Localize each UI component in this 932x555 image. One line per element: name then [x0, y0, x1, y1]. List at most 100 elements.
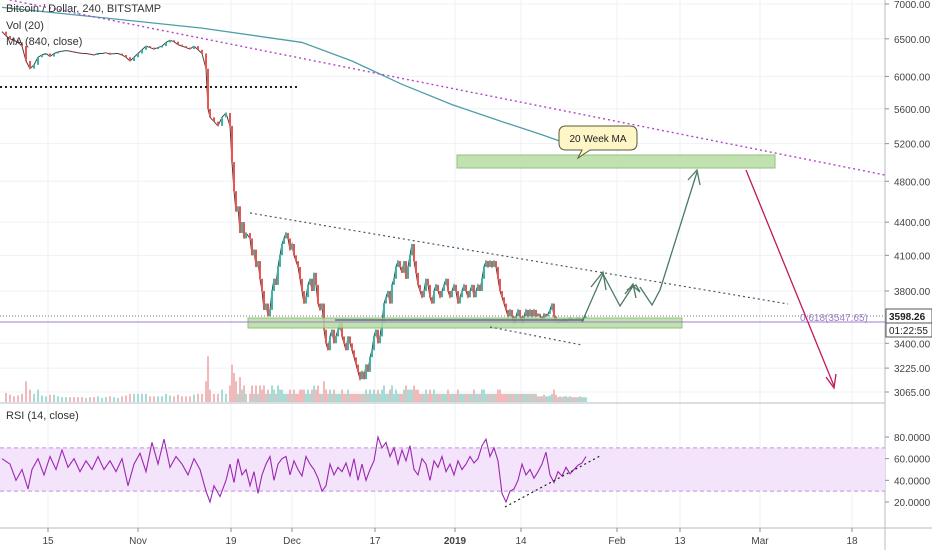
volume-bar: [363, 393, 365, 402]
volume-bar: [289, 389, 291, 402]
volume-indicator-label: Vol (20): [6, 20, 44, 32]
time-tick-label: 18: [846, 536, 858, 547]
volume-bar: [493, 393, 495, 402]
volume-bar: [69, 397, 71, 402]
volume-bar: [361, 393, 363, 402]
volume-bar: [157, 396, 159, 402]
volume-bar: [437, 393, 439, 402]
volume-bar: [537, 396, 539, 402]
volume-bar: [267, 389, 269, 402]
volume-bar: [323, 381, 325, 402]
support-zone: [247, 317, 683, 329]
volume-bar: [117, 398, 119, 402]
volume-bar: [165, 393, 167, 402]
volume-bar: [415, 389, 417, 402]
volume-bar: [551, 393, 553, 402]
volume-bar: [185, 396, 187, 402]
volume-bar: [373, 389, 375, 402]
projection-arrowhead: [624, 282, 637, 299]
volume-bar: [451, 393, 453, 402]
long-trendline: [6, 0, 886, 176]
volume-bar: [207, 356, 209, 402]
volume-bar: [283, 393, 285, 402]
volume-bar: [13, 396, 15, 402]
volume-bar: [399, 393, 401, 402]
price-tick-label: 3225.00: [894, 364, 931, 375]
volume-bar: [313, 385, 315, 402]
volume-bar: [425, 389, 427, 402]
volume-bar: [555, 394, 557, 402]
volume-bar: [291, 393, 293, 402]
volume-bar: [469, 393, 471, 402]
volume-bar: [121, 396, 123, 402]
volume-bar: [411, 389, 413, 402]
volume-bar: [309, 393, 311, 402]
volume-bar: [535, 393, 537, 402]
volume-bar: [65, 397, 67, 402]
volume-bar: [397, 393, 399, 402]
bearish-arrowhead: [825, 373, 837, 390]
volume-bar: [383, 385, 385, 402]
price-tick-label: 5600.00: [894, 105, 931, 116]
price-tick-label: 3065.00: [894, 388, 931, 399]
volume-bar: [489, 393, 491, 402]
volume-bar: [141, 393, 143, 402]
ma-indicator-label: MA (840, close): [6, 36, 83, 48]
volume-bar: [337, 393, 339, 402]
volume-bar: [321, 393, 323, 402]
volume-bar: [581, 397, 583, 402]
volume-bar: [327, 393, 329, 402]
volume-bar: [133, 393, 135, 402]
volume-bar: [439, 393, 441, 402]
volume-bar: [545, 396, 547, 402]
volume-bar: [575, 397, 577, 402]
volume-bar: [355, 393, 357, 402]
volume-bar: [459, 393, 461, 402]
volume-bar: [407, 389, 409, 402]
projection-arrowhead: [590, 270, 607, 291]
volume-bar: [279, 389, 281, 402]
volume-bar: [429, 389, 431, 402]
ma-line: [1, 6, 583, 149]
time-tick-label: 15: [42, 536, 54, 547]
volume-bar: [145, 393, 147, 402]
volume-bar: [295, 393, 297, 402]
volume-bar: [487, 393, 489, 402]
countdown-label: 01:22:55: [889, 326, 928, 337]
volume-bar: [349, 393, 351, 402]
volume-bar: [565, 396, 567, 402]
current-price-label: 3598.26: [889, 312, 926, 323]
volume-bar: [483, 389, 485, 402]
volume-bar: [235, 381, 237, 402]
time-tick-label: Feb: [608, 536, 626, 547]
volume-bar: [387, 393, 389, 402]
ma-callout-text: 20 Week MA: [569, 134, 626, 145]
volume-bar: [453, 393, 455, 402]
volume-bar: [351, 393, 353, 402]
volume-bar: [533, 393, 535, 402]
volume-bar: [377, 389, 379, 402]
volume-bar: [173, 396, 175, 402]
price-tick-label: 5200.00: [894, 140, 931, 151]
volume-bar: [299, 389, 301, 402]
volume-bar: [507, 393, 509, 402]
volume-bar: [257, 393, 259, 402]
volume-bar: [253, 393, 255, 402]
volume-bar: [571, 397, 573, 402]
projection-arrowhead: [687, 168, 701, 186]
volume-bar: [237, 393, 239, 402]
price-tick-label: 3400.00: [894, 339, 931, 350]
volume-bar: [467, 393, 469, 402]
rsi-tick-label: 20.0000: [894, 498, 931, 509]
volume-bar: [525, 393, 527, 402]
bearish-projection-arrow: [745, 169, 835, 387]
volume-bar: [475, 393, 477, 402]
volume-bar: [213, 393, 215, 402]
volume-bar: [395, 389, 397, 402]
volume-bar: [523, 393, 525, 402]
volume-bar: [561, 397, 563, 402]
volume-bar: [181, 396, 183, 402]
target-zone: [456, 154, 776, 169]
volume-bar: [89, 397, 91, 402]
